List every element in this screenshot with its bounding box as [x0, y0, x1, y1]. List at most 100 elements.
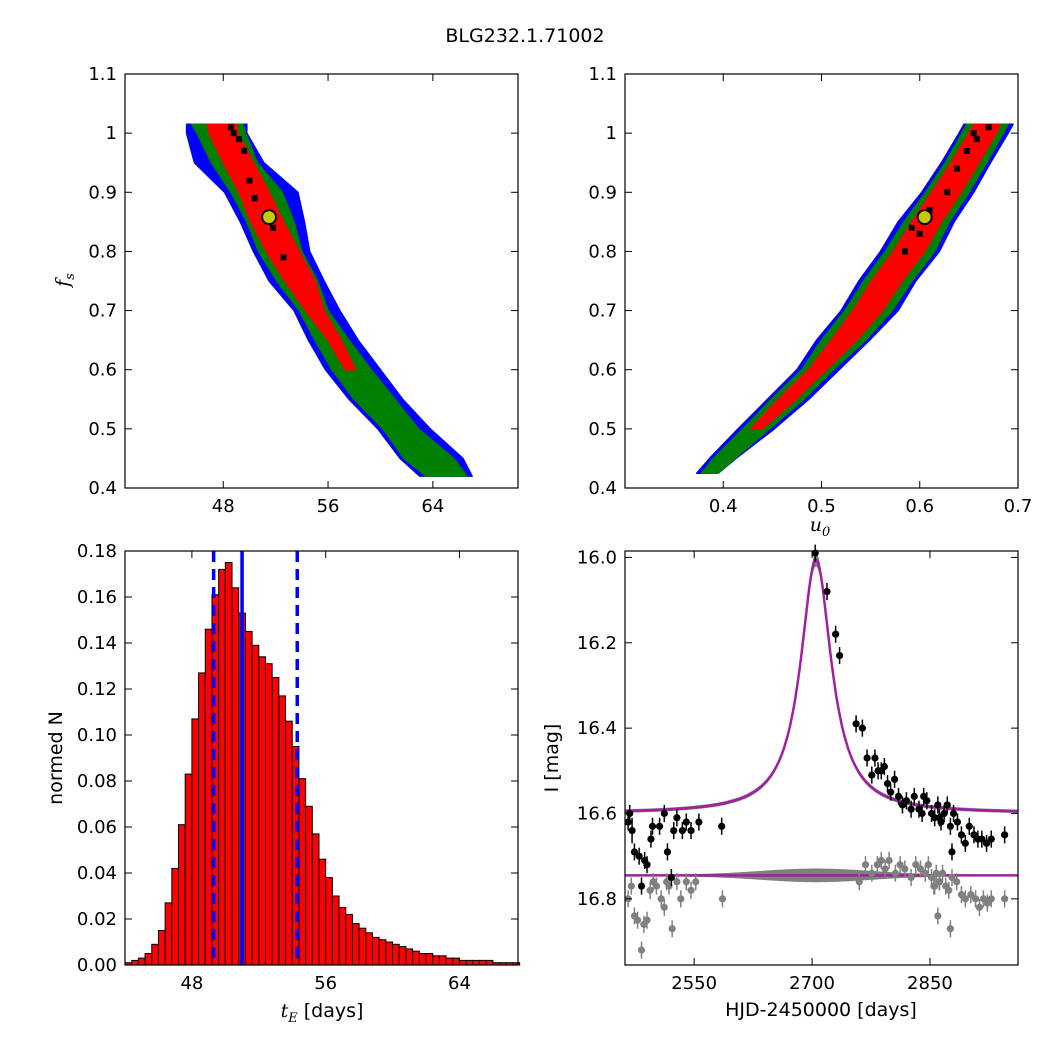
te-histogram-bar — [412, 950, 420, 966]
te-histogram-bar — [452, 957, 460, 966]
te-histogram-bar — [184, 773, 193, 966]
lightcurve-data-point — [660, 809, 668, 818]
te-histogram-bar — [485, 959, 494, 966]
te-fs-xtick-label: 48 — [212, 496, 235, 517]
lightcurve-data-point — [673, 814, 681, 822]
te-fs-frame — [124, 73, 519, 489]
lightcurve-residual-point — [931, 882, 939, 890]
te-fs-dense-cell — [251, 195, 258, 202]
u0-fs-dense-cell — [985, 124, 992, 131]
lightcurve-model-line — [625, 558, 1018, 813]
lightcurve-ytick-label: 16.0 — [577, 547, 617, 568]
lightcurve-data-point — [961, 839, 969, 847]
lightcurve-data-point — [943, 801, 951, 809]
lightcurve-data-point — [894, 792, 903, 801]
te-histogram-ytick-label: 0.00 — [77, 955, 117, 976]
lightcurve-residual-point — [975, 903, 984, 911]
u0-fs-dense-cell — [902, 248, 909, 255]
lightcurve-data-point — [940, 809, 948, 818]
lightcurve-data-point — [628, 826, 636, 835]
lightcurve-residual-point — [855, 878, 863, 886]
te-histogram-bar — [285, 720, 293, 966]
lightcurve-residual-point — [948, 873, 956, 882]
lightcurve-data-point — [883, 780, 892, 788]
lightcurve-residual-point — [987, 895, 995, 903]
lightcurve-residual-point — [660, 903, 668, 911]
lightcurve-data-point — [910, 792, 918, 801]
lightcurve-data-point — [978, 835, 986, 843]
te-histogram-bar — [305, 805, 313, 966]
lightcurve-residual-point — [692, 878, 700, 886]
lightcurve-residual-point — [682, 878, 690, 886]
lightcurve-data-point — [637, 882, 646, 890]
te-histogram-bar — [224, 562, 233, 966]
lightcurve-data-point — [682, 818, 690, 826]
lightcurve-data-point — [643, 861, 651, 869]
te-histogram-bar — [392, 943, 400, 966]
te-fs-ylabel: fs — [52, 273, 78, 289]
te-histogram-xtick-label: 64 — [448, 973, 471, 994]
u0-fs-plot-area: 0.4 0.5 0.6 0.7 0.4 0.5 0.6 0.7 0.8 0.9 1 1.1 — [588, 64, 1032, 517]
te-histogram-bar — [398, 946, 407, 966]
lightcurve-data-point — [863, 754, 871, 762]
lightcurve-data-point — [695, 818, 703, 826]
te-histogram-xtick-label: 48 — [180, 973, 203, 994]
te-histogram-bar — [385, 941, 394, 966]
u0-fs-xtick-label: 0.6 — [905, 496, 934, 517]
u0-fs-best-fit-marker — [916, 209, 933, 226]
lightcurve-residual-point — [687, 886, 695, 894]
te-histogram-bar — [151, 943, 159, 966]
u0-fs-dense-cell — [954, 165, 961, 172]
u0-fs-xtick-label: 0.5 — [807, 496, 836, 517]
te-histogram-bar — [311, 833, 320, 966]
lightcurve-residual-point — [881, 865, 889, 873]
te-histogram-bar — [244, 631, 253, 966]
lightcurve-xlabel: HJD-2450000 [days] — [725, 999, 917, 1021]
te-histogram-bar — [372, 936, 380, 966]
u0-fs-region-1-sigma — [750, 123, 1002, 430]
lightcurve-data-point — [868, 771, 876, 779]
lightcurve-xtick-label: 2550 — [671, 973, 717, 994]
lightcurve-residual-point — [896, 861, 904, 869]
te-histogram-bar — [198, 672, 206, 966]
te-histogram-xlabel-unit: [days] — [298, 1000, 364, 1022]
lightcurve-residual-point — [868, 869, 876, 877]
te-histogram-bar — [331, 895, 340, 966]
lightcurve-residual-point — [652, 882, 661, 890]
u0-fs-xtick-label: 0.4 — [709, 496, 738, 517]
te-histogram-ytick-label: 0.18 — [77, 541, 117, 562]
te-histogram-bar — [351, 923, 360, 966]
u0-fs-ytick-label: 1 — [606, 123, 617, 144]
te-fs-plot-area: 48 56 64 0.4 0.5 0.6 0.7 0.8 0.9 1 1.1 — [88, 64, 519, 517]
te-histogram-frame — [124, 550, 519, 966]
lightcurve-data-point — [946, 822, 955, 830]
lightcurve-data-point — [1001, 831, 1009, 839]
lightcurve-residual-point — [934, 912, 942, 920]
u0-fs-ytick-label: 0.8 — [588, 241, 617, 262]
te-histogram-xlabel-sub: E — [287, 1011, 298, 1026]
te-histogram-bar — [425, 953, 434, 966]
lightcurve-ytick-label: 16.8 — [577, 889, 617, 910]
te-histogram-bar — [338, 907, 347, 966]
te-histogram-bar — [472, 959, 481, 966]
lightcurve-residual-point — [673, 878, 681, 886]
lightcurve-residual-point — [945, 886, 953, 894]
lightcurve-residual-point — [946, 925, 955, 933]
lightcurve-xtick-label: 2850 — [907, 973, 953, 994]
lightcurve-residual-point — [971, 895, 980, 903]
lightcurve-residual-point — [907, 873, 915, 882]
te-histogram-bar — [264, 663, 273, 966]
lightcurve-data-point — [982, 839, 991, 847]
lightcurve-residual-point — [912, 861, 920, 869]
lightcurve-residual-point — [718, 895, 727, 903]
te-histogram-bar — [378, 939, 387, 966]
lightcurve-frame — [624, 550, 1019, 966]
lightcurve-data-point — [852, 720, 860, 728]
te-histogram-plot-area: 48 56 64 0.00 0.02 0.04 0.06 0.08 0.10 0.12 0.14 0.… — [77, 541, 521, 994]
te-fs-ytick-label: 0.5 — [88, 419, 117, 440]
u0-fs-ytick-label: 0.9 — [588, 182, 617, 203]
lightcurve-data-point — [635, 852, 643, 860]
lightcurve-data-point — [934, 801, 942, 809]
panel-lightcurve: 2550 2700 2850 16.0 16.2 16.4 16.6 16.8 I [mag]… — [541, 544, 1019, 1021]
lightcurve-ytick-label: 16.2 — [577, 633, 617, 654]
